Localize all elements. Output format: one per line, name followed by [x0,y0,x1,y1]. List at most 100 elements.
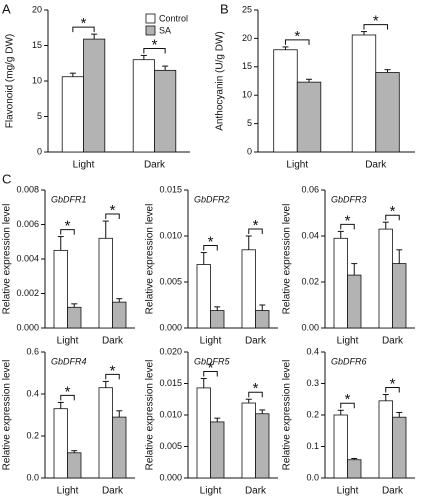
bar [67,306,82,329]
y-tick-label: 0.002 [16,288,39,298]
error-bar [351,457,358,460]
panel-label: A [2,1,11,16]
bar [83,38,106,153]
y-tick-label: 10 [242,90,252,100]
y-tick-label: 0.4 [306,346,319,356]
chart-title: GbDFR1 [51,194,87,204]
y-axis-label: Relative expression level [145,204,156,315]
y-axis-label: Relative expression level [2,204,13,315]
error-bar [162,65,169,71]
bar [210,310,225,329]
x-tick-label: Dark [245,336,267,347]
bar [241,249,256,329]
y-tick-label: 0.4 [26,388,39,398]
significance-label: * [345,391,351,408]
x-tick-label: Dark [102,336,124,347]
x-tick-label: Light [57,336,79,347]
error-bar [69,72,76,77]
bar [196,264,211,329]
bar [392,263,407,329]
y-tick-label: 0.005 [159,441,182,451]
error-bar [384,69,391,73]
significance-label: * [390,375,396,392]
significance-bracket [143,47,166,54]
y-tick-label: 20 [32,4,42,14]
error-bar [282,46,289,50]
legend-swatch [145,13,156,24]
bar [378,400,393,479]
significance-label: * [110,202,116,219]
significance-bracket [340,402,355,409]
error-bar [245,398,252,404]
error-bar [382,221,389,230]
chart-title: GbDFR2 [194,194,230,204]
error-bar [102,380,109,388]
significance-bracket [363,24,389,30]
significance-label: * [373,13,379,30]
y-tick-label: 5 [247,118,252,128]
y-tick-label: 0.2 [26,430,39,440]
y-tick-label: 0.02 [301,276,319,286]
y-axis-label: Relative expression level [2,360,13,471]
bar [392,416,407,479]
significance-bracket [72,26,95,33]
significance-label: * [65,218,71,235]
significance-label: * [110,362,116,379]
x-tick-label: Light [337,486,359,497]
significance-label: * [152,36,158,53]
x-tick-label: Light [57,486,79,497]
bar [347,459,362,479]
y-tick-label: 0.015 [159,378,182,388]
error-bar [200,377,207,388]
y-tick-label: 0.000 [16,322,39,332]
y-axis-label: Anthocyanin (U/g DW) [215,31,226,130]
error-bar [57,401,64,409]
error-bar [337,230,344,239]
x-tick-label: Dark [382,486,404,497]
y-tick-label: 0.015 [159,184,182,194]
error-bar [91,33,98,40]
bar [53,249,68,329]
bar [98,387,113,479]
bar [132,59,155,153]
error-bar [214,417,221,422]
bar [210,421,225,479]
error-bar [306,78,313,83]
y-axis-label: Relative expression level [282,360,293,471]
significance-label: * [81,15,87,32]
y-tick-label: 0.3 [306,378,319,388]
significance-bracket [248,391,263,398]
y-axis-label: Relative expression level [282,204,293,315]
y-tick-label: 25 [242,4,252,14]
significance-label: * [208,234,214,251]
y-tick-label: 20 [242,33,252,43]
significance-bracket [284,39,310,45]
y-tick-label: 15 [32,40,42,50]
significance-label: * [65,383,71,400]
bar [273,49,298,153]
y-tick-label: 5 [37,111,42,121]
significance-bracket [203,245,218,251]
x-tick-label: Dark [382,336,404,347]
chart-title: GbDFR3 [331,194,367,204]
error-bar [382,394,389,401]
y-tick-label: 0.1 [306,441,319,451]
legend-label: Control [159,13,188,23]
significance-bracket [385,214,400,221]
x-tick-label: Light [200,336,222,347]
x-tick-label: Dark [102,486,124,497]
significance-bracket [60,394,75,401]
y-tick-label: 0.004 [16,253,39,263]
bar [67,452,82,479]
y-tick-label: 0 [247,146,252,156]
y-axis-label: Relative expression level [145,360,156,471]
y-tick-label: 0.6 [26,346,39,356]
x-tick-label: Light [200,486,222,497]
error-bar [351,263,358,276]
y-tick-label: 0.006 [16,219,39,229]
y-tick-label: 0 [37,146,42,156]
bar [375,72,400,153]
bar [255,310,270,329]
y-tick-label: 0.020 [159,346,182,356]
